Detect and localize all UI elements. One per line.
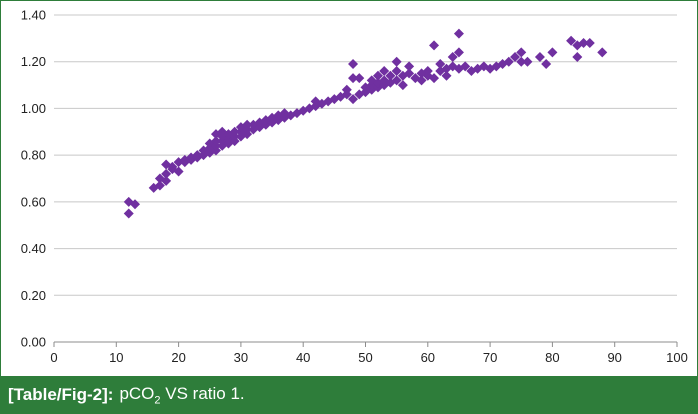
data-point (429, 40, 440, 51)
y-tick-label: 1.20 (21, 54, 46, 69)
x-tick-label: 0 (50, 350, 57, 365)
data-point (453, 28, 464, 39)
y-tick-label: 0.00 (21, 335, 46, 350)
data-point (129, 199, 140, 210)
data-point (242, 119, 253, 130)
x-tick-labels: 0 10 20 30 40 50 60 70 80 90 100 (50, 350, 687, 365)
data-point (435, 59, 446, 70)
data-point (516, 47, 527, 58)
data-point (348, 59, 359, 70)
data-point (154, 180, 165, 191)
x-tick-label: 40 (296, 350, 310, 365)
data-point (516, 56, 527, 67)
data-point (441, 70, 452, 81)
data-point (541, 59, 552, 70)
y-tick-label: 0.80 (21, 148, 46, 163)
data-point (503, 56, 514, 67)
data-point (422, 66, 433, 77)
caption-reference: [Table/Fig-2]: (8, 385, 114, 404)
data-point (391, 56, 402, 67)
x-tick-label: 30 (234, 350, 248, 365)
x-tick-label: 50 (358, 350, 372, 365)
data-point (584, 38, 595, 49)
data-point (192, 150, 203, 161)
caption-text-tail: VS ratio 1. (160, 383, 245, 403)
data-point (372, 70, 383, 81)
data-point (597, 47, 608, 58)
x-tick-label: 80 (545, 350, 559, 365)
data-point (385, 70, 396, 81)
y-tick-label: 0.60 (21, 194, 46, 209)
x-tick-label: 10 (109, 350, 123, 365)
x-tick-label: 90 (607, 350, 621, 365)
data-point (161, 168, 172, 179)
caption-text: pCO2 VS ratio 1. (119, 384, 244, 406)
data-point (510, 52, 521, 63)
data-point (578, 38, 589, 49)
data-point (354, 73, 365, 84)
caption-text-main: pCO (119, 383, 155, 403)
data-point (210, 136, 221, 147)
axes (53, 341, 678, 347)
data-point (566, 35, 577, 46)
data-point (348, 73, 359, 84)
data-point (429, 73, 440, 84)
data-point (341, 84, 352, 95)
scatter-chart: 0.00 0.20 0.40 0.60 0.80 1.00 1.20 1.40 0 10 20 30… (21, 8, 688, 366)
figure-caption: [Table/Fig-2]: pCO2 VS ratio 1. (0, 376, 698, 414)
data-point (391, 66, 402, 77)
x-tick-label: 70 (483, 350, 497, 365)
gridlines (54, 14, 677, 296)
y-tick-labels: 0.00 0.20 0.40 0.60 0.80 1.00 1.20 1.40 (21, 8, 46, 350)
y-tick-label: 0.20 (21, 288, 46, 303)
y-tick-label: 1.00 (21, 101, 46, 116)
x-tick-label: 60 (421, 350, 435, 365)
caption-subscript: 2 (154, 394, 161, 407)
x-tick-label: 20 (171, 350, 185, 365)
data-point (391, 75, 402, 86)
x-tick-label: 100 (666, 350, 688, 365)
data-point (404, 61, 415, 72)
data-point (167, 161, 178, 172)
data-point (379, 66, 390, 77)
data-point (397, 80, 408, 91)
data-point (547, 47, 558, 58)
data-point (229, 126, 240, 137)
data-point (460, 61, 471, 72)
data-point (572, 52, 583, 63)
y-tick-label: 1.40 (21, 8, 46, 23)
data-points (123, 28, 608, 219)
data-point (348, 94, 359, 105)
data-point (447, 52, 458, 63)
data-point (123, 208, 134, 219)
y-tick-label: 0.40 (21, 241, 46, 256)
data-point (161, 175, 172, 186)
data-point (416, 75, 427, 86)
data-point (404, 68, 415, 79)
data-point (173, 166, 184, 177)
data-point (453, 47, 464, 58)
data-point (522, 56, 533, 67)
data-point (534, 52, 545, 63)
